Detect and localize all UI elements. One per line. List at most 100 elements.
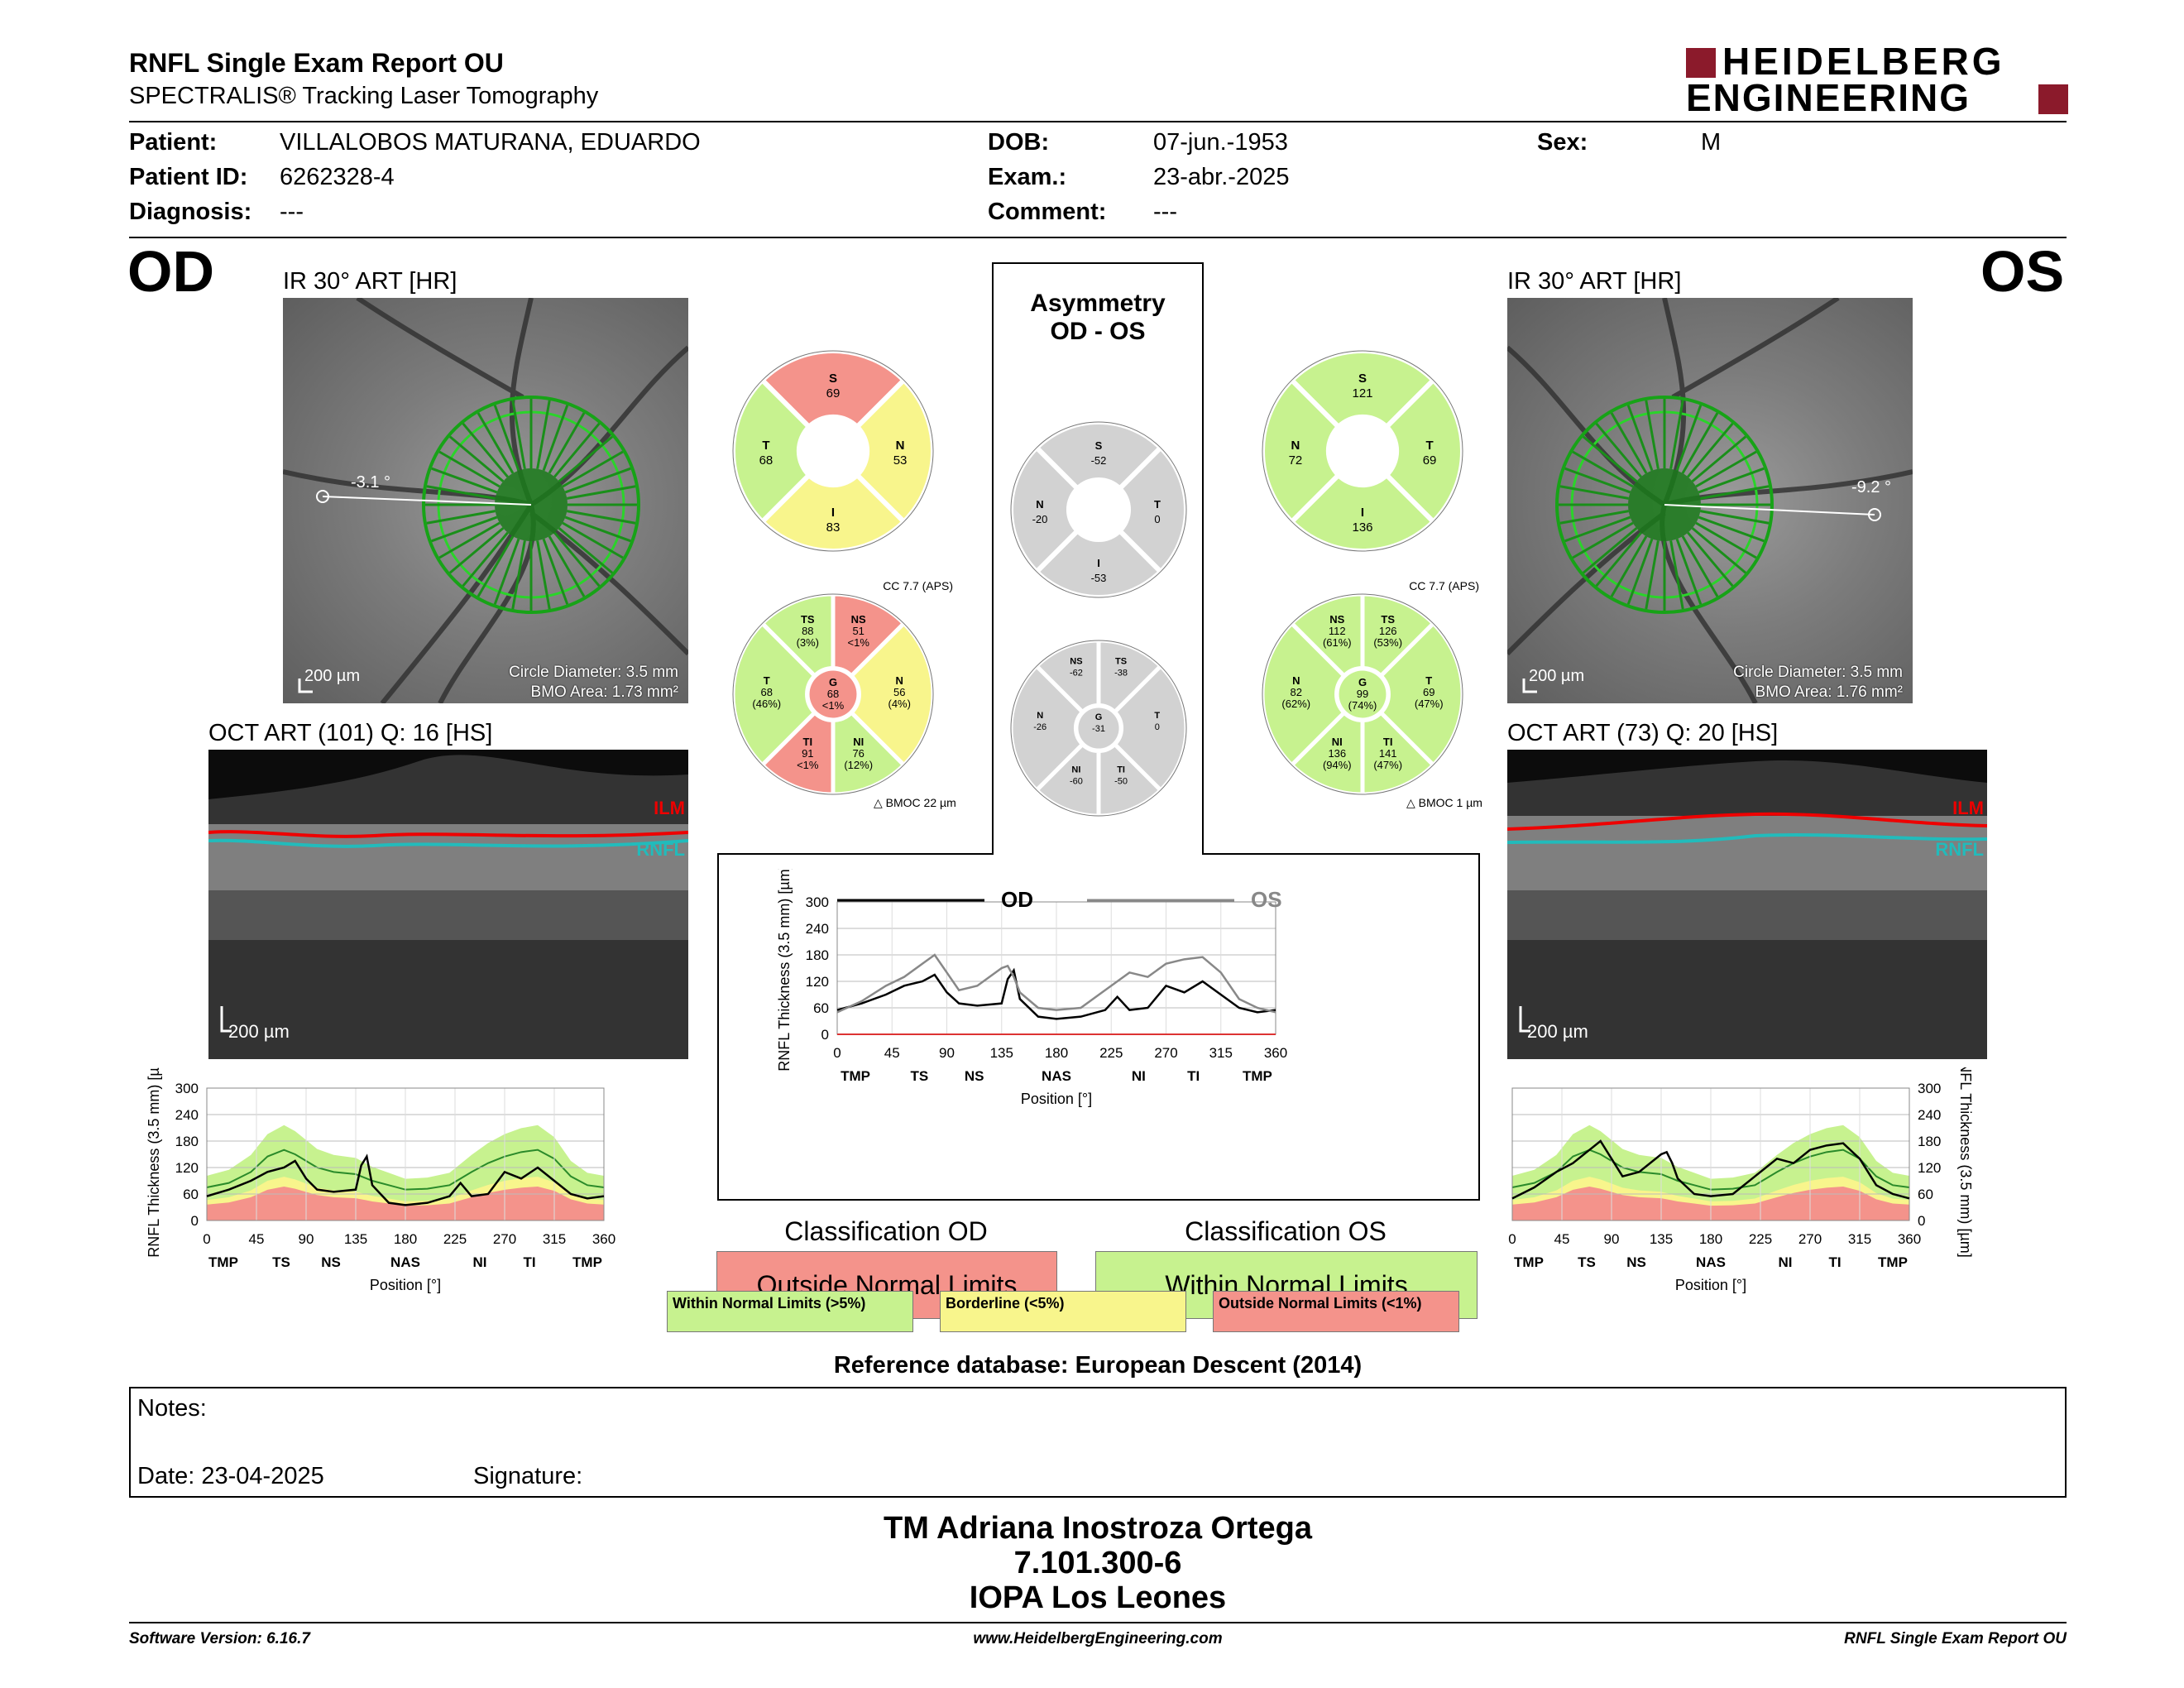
divider-footer xyxy=(129,1622,2067,1623)
series-line-OS xyxy=(836,953,1276,1014)
os-bmoc-label: △ BMOC 1 µm xyxy=(1406,796,1482,810)
sector-label-S: S xyxy=(1095,439,1103,452)
os-oct-title: OCT ART (73) Q: 20 [HS] xyxy=(1507,720,1779,746)
x-tick: 225 xyxy=(1749,1231,1772,1247)
sector-value-G: 99 xyxy=(1357,688,1368,700)
sector-tick: TI xyxy=(523,1254,535,1270)
bmo-ray xyxy=(1559,485,1629,500)
sector-label-NS: NS xyxy=(851,613,866,626)
os-oct-scale: 200 µm xyxy=(1527,1021,1588,1042)
y-axis-label: RNFL Thickness (3.5 mm) [µm] xyxy=(146,1067,162,1258)
sector-label-G: G xyxy=(1095,712,1103,722)
dob-label: DOB: xyxy=(988,129,1050,156)
legend-outside: Outside Normal Limits (<1%) xyxy=(1213,1291,1459,1332)
notes-box[interactable]: Notes: Date: 23-04-2025 Signature: xyxy=(129,1387,2067,1498)
sector-value-I: -53 xyxy=(1091,572,1107,584)
sector-outline xyxy=(1262,593,1463,795)
os-scale-icon xyxy=(1522,679,1537,693)
sector-label-I: I xyxy=(831,506,835,520)
y-tick: 300 xyxy=(1918,1081,1941,1096)
sector-label-TI: TI xyxy=(1383,736,1393,748)
sector-pct-NI: (12%) xyxy=(844,759,873,771)
sector-tick: NAS xyxy=(1696,1254,1726,1270)
x-tick: 225 xyxy=(1099,1045,1123,1061)
sector-value-TS: -38 xyxy=(1114,669,1128,679)
sector-label-S: S xyxy=(829,372,837,386)
series-line-0 xyxy=(206,1153,605,1206)
sector-label-I: I xyxy=(1097,557,1100,569)
sector-label-N: N xyxy=(1291,439,1300,453)
bmo-ray xyxy=(558,527,614,574)
notes-label: Notes: xyxy=(137,1395,207,1422)
normal-mean-line xyxy=(206,1149,605,1191)
bmo-ray xyxy=(542,538,569,605)
sector-label-NI: NI xyxy=(853,736,864,748)
sector-value-TS: 88 xyxy=(802,625,813,637)
od-sector-chart-6: TS88(3%)NS51<1%N56(4%)NI76(12%)TI91<1%T6… xyxy=(730,592,936,797)
x-tick: 270 xyxy=(493,1231,516,1247)
y-tick: 60 xyxy=(183,1187,199,1202)
bmo-ray xyxy=(1610,535,1648,597)
bmo-ray xyxy=(426,485,496,500)
od-classification-title: Classification OD xyxy=(784,1216,988,1246)
od-ir-title: IR 30° ART [HR] xyxy=(283,268,457,295)
os-bmoc-value: BMOC 1 µm xyxy=(1418,796,1482,809)
report-subtitle: SPECTRALIS® Tracking Laser Tomography xyxy=(129,83,599,109)
sector-tick: TMP xyxy=(841,1068,870,1084)
report-title: RNFL Single Exam Report OU xyxy=(129,48,504,78)
bmo-ray xyxy=(553,422,601,478)
bmo-ray xyxy=(1645,540,1660,610)
od-profile-chart: 0 60 120 180 240 300 0 45 90 135 180 225 270 315 360 TM… xyxy=(146,1067,615,1293)
sector-pct-G: (74%) xyxy=(1348,699,1377,712)
os-fovea-marker xyxy=(1868,508,1881,521)
os-sector-chart-6: NS112(61%)TS126(53%)T69(47%)TI141(47%)NI… xyxy=(1260,592,1465,797)
sector-label-N: N xyxy=(896,674,903,687)
sector-tick: NAS xyxy=(1042,1068,1071,1084)
sector-tick: NS xyxy=(1626,1254,1646,1270)
os-fundus-svg xyxy=(1507,298,1913,703)
sector-outline xyxy=(1262,350,1463,552)
bmo-ray xyxy=(1564,516,1631,543)
x-tick: 0 xyxy=(1508,1231,1516,1247)
sector-pct-NI: (94%) xyxy=(1323,759,1352,771)
sector-outline xyxy=(1010,421,1187,598)
os-oct-choroid xyxy=(1507,890,1987,940)
bmo-ray xyxy=(564,467,631,494)
divider-patient xyxy=(129,237,2067,238)
y-tick: 0 xyxy=(1918,1213,1925,1229)
x-tick: 45 xyxy=(1554,1231,1570,1247)
sector-value-N: -20 xyxy=(1032,513,1048,525)
sector-label-NS: NS xyxy=(1329,613,1344,626)
footer-url[interactable]: www.HeidelbergEngineering.com xyxy=(973,1630,1223,1647)
x-tick: 315 xyxy=(1209,1045,1233,1061)
y-tick: 240 xyxy=(175,1107,199,1123)
x-tick: 180 xyxy=(394,1231,417,1247)
bmo-ray xyxy=(1595,422,1642,478)
bmo-ray xyxy=(1572,450,1634,488)
od-bmo-rays xyxy=(425,399,637,611)
series-line-0 xyxy=(1511,1139,1910,1200)
od-fovea-marker xyxy=(316,490,329,503)
bmo-ray xyxy=(1626,538,1654,605)
comparison-chart: 0 60 120 180 240 300 0 45 90 135 180 225 270 315 360 TM… xyxy=(776,869,1287,1107)
sector-tick: NI xyxy=(1779,1254,1793,1270)
x-tick: 135 xyxy=(1650,1231,1673,1247)
sector-value-N: 53 xyxy=(893,453,908,468)
os-fundus-image: -9.2 ° 200 µm Circle Diameter: 3.5 mm BM… xyxy=(1507,298,1913,703)
x-tick: 180 xyxy=(1045,1045,1068,1061)
comment-value: --- xyxy=(1153,199,1177,225)
od-bmo-area: BMO Area: 1.73 mm² xyxy=(530,683,678,701)
bmo-ray xyxy=(536,540,551,610)
sector-label-NS: NS xyxy=(1070,657,1082,667)
sector-value-N: 82 xyxy=(1291,686,1302,698)
od-oct-choroid xyxy=(208,890,688,940)
sector-value-TI: 141 xyxy=(1379,747,1397,760)
y-axis-label: RNFL Thickness (3.5 mm) [µm] xyxy=(1957,1067,1974,1258)
sector-value-T: 69 xyxy=(1423,686,1434,698)
comment-label: Comment: xyxy=(988,199,1107,225)
bmo-ray xyxy=(562,450,624,488)
bmo-ray xyxy=(564,516,631,543)
divider-top xyxy=(129,121,2067,122)
logo-text-line2: ENGINEERING xyxy=(1686,76,1971,119)
